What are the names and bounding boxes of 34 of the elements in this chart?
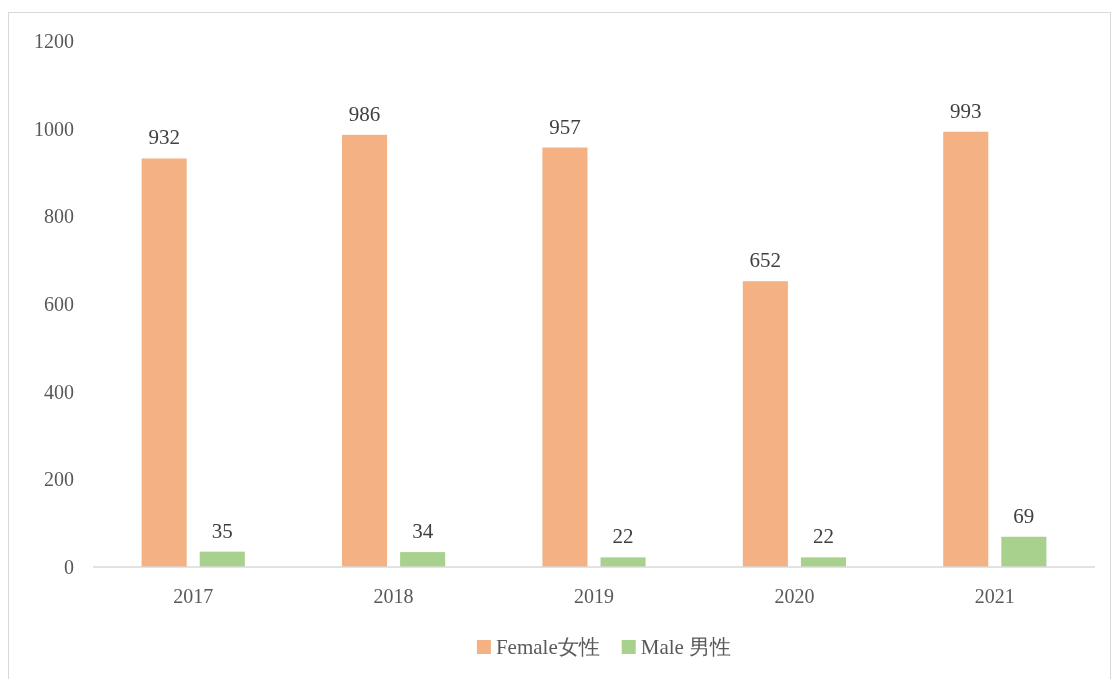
y-tick-label: 1200 xyxy=(34,30,74,52)
x-tick-label: 2019 xyxy=(574,585,614,607)
y-tick-label: 800 xyxy=(44,205,74,228)
bar xyxy=(600,557,646,567)
data-label: 34 xyxy=(412,519,434,544)
data-label: 957 xyxy=(549,114,581,139)
data-label: 993 xyxy=(949,98,982,123)
y-tick-label: 200 xyxy=(44,468,74,491)
data-label: 932 xyxy=(148,125,180,150)
x-tick-label: 2020 xyxy=(774,585,815,607)
bar xyxy=(400,552,446,567)
bar xyxy=(800,557,846,567)
data-label: 22 xyxy=(812,524,834,549)
bar xyxy=(542,147,588,567)
data-label: 22 xyxy=(612,524,634,549)
x-tick-label: 2018 xyxy=(373,585,414,607)
bar xyxy=(943,131,989,567)
x-tick-label: 2021 xyxy=(974,585,1015,607)
bar xyxy=(742,281,788,567)
data-label: 69 xyxy=(1013,503,1035,528)
bar xyxy=(199,551,245,567)
data-label: 652 xyxy=(749,248,782,273)
bar xyxy=(141,158,187,567)
legend-label: Male 男性 xyxy=(640,635,732,659)
x-tick-label: 2017 xyxy=(173,585,214,607)
legend-label: Female女性 xyxy=(495,635,600,659)
data-label: 986 xyxy=(348,101,381,126)
bar xyxy=(342,134,388,567)
data-label: 35 xyxy=(211,518,233,543)
bar xyxy=(1001,536,1047,567)
y-tick-label: 1000 xyxy=(34,117,74,140)
y-tick-label: 400 xyxy=(44,380,74,403)
y-tick-label: 0 xyxy=(64,556,74,578)
y-tick-label: 600 xyxy=(44,293,74,315)
